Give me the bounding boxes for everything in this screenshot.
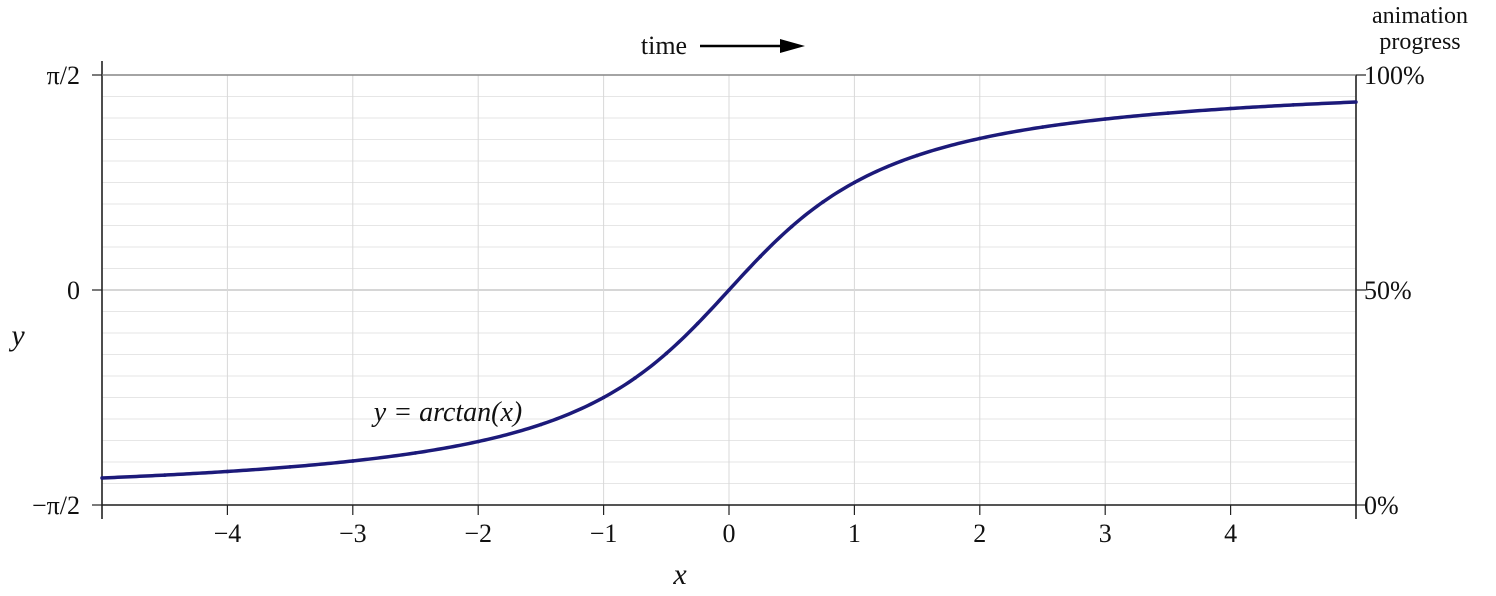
data-point [821,200,825,204]
y-axis-title: y [8,319,25,352]
x-tick-label: 4 [1224,519,1237,548]
data-point [789,224,794,229]
data-point [915,153,919,158]
x-tick-label: −4 [214,519,242,548]
y-tick-label: −π/2 [32,491,80,520]
x-axis-title: x [672,558,687,591]
right-tick-label: 50% [1364,276,1412,305]
data-point [852,180,857,185]
right-axis-title-line1: animation [1372,3,1468,29]
curve-annotation: y = arctan(x) [371,397,522,428]
data-point [727,288,731,292]
data-point [633,376,637,380]
x-tick-label: 2 [973,519,986,548]
data-point [100,476,104,480]
x-tick-label: 0 [723,519,736,548]
right-axis-title-line2: progress [1379,29,1460,55]
y-tick-label: 0 [67,276,80,305]
x-tick-label: 1 [848,519,861,548]
data-point [978,136,982,141]
time-label: time [641,31,687,60]
data-point [1166,111,1170,115]
time-arrow-head-icon [780,39,805,53]
data-point [601,395,606,400]
data-point [288,465,292,469]
data-point [1354,100,1358,104]
data-point [1228,106,1233,111]
data-point [162,473,167,477]
data-point [351,459,355,463]
x-tick-label: −3 [339,519,367,548]
data-point [413,451,418,455]
data-point [225,469,230,474]
data-point [1291,103,1296,107]
data-point [1040,125,1045,129]
x-tick-label: −1 [590,519,618,548]
data-point [758,254,763,259]
x-tick-label: −2 [464,519,492,548]
data-point [1103,117,1107,121]
data-point [664,351,669,356]
data-point [476,439,481,444]
y-tick-label: π/2 [47,61,80,90]
data-point [695,321,700,326]
x-tick-label: 3 [1099,519,1112,548]
right-tick-label: 0% [1364,491,1399,520]
labels: −4 −3 −2 −1 0 1 2 3 4 −π/2 0 π/2 0% 50% 100% x y animatio… [8,3,1468,591]
data-point [539,422,543,427]
series [100,100,1358,480]
right-tick-label: 100% [1364,61,1425,90]
axes [92,61,1366,519]
